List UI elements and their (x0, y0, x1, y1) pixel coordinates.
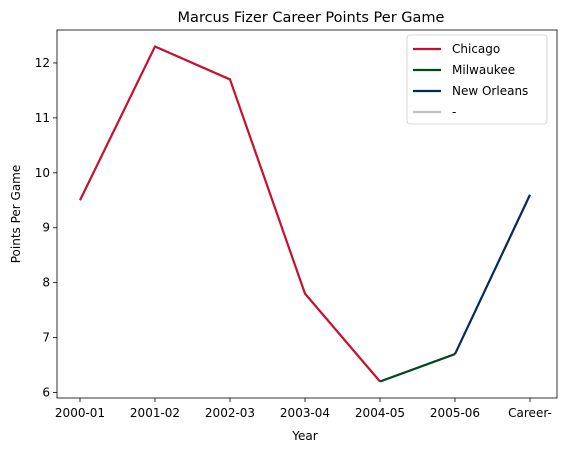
y-tick-label: 8 (42, 276, 50, 290)
y-tick-label: 6 (42, 386, 50, 400)
x-tick-label: 2005-06 (430, 406, 480, 420)
x-axis-label: Year (291, 429, 317, 443)
series-line-0 (79, 45, 381, 383)
y-axis-label: Points Per Game (9, 165, 23, 264)
y-tick-label: 7 (42, 331, 50, 345)
y-tick-label: 9 (42, 221, 50, 235)
y-axis: 6 7 8 9 10 11 12 (35, 56, 57, 400)
series-line-1 (379, 353, 456, 383)
x-tick-label: 2000-01 (55, 406, 105, 420)
x-tick-label: 2004-05 (355, 406, 405, 420)
y-tick-label: 11 (35, 111, 50, 125)
x-tick-label: Career- (508, 406, 552, 420)
chart-title: Marcus Fizer Career Points Per Game (178, 10, 445, 26)
x-tick-label: 2001-02 (130, 406, 180, 420)
y-tick-label: 10 (35, 166, 50, 180)
legend-label-2: New Orleans (452, 84, 528, 98)
series-line-2 (454, 194, 531, 355)
legend-label-1: Milwaukee (452, 63, 515, 77)
x-axis: 2000-01 2001-02 2002-03 2003-04 2004-05 2005-… (55, 398, 552, 420)
legend-box (406, 34, 548, 125)
y-tick-label: 12 (35, 56, 50, 70)
legend-label-0: Chicago (452, 42, 500, 56)
x-tick-label: 2002-03 (205, 406, 255, 420)
legend-label-3: - (452, 105, 456, 119)
legend: Chicago Milwaukee New Orleans - (406, 34, 548, 125)
series-layer (79, 45, 531, 383)
x-tick-label: 2003-04 (280, 406, 330, 420)
